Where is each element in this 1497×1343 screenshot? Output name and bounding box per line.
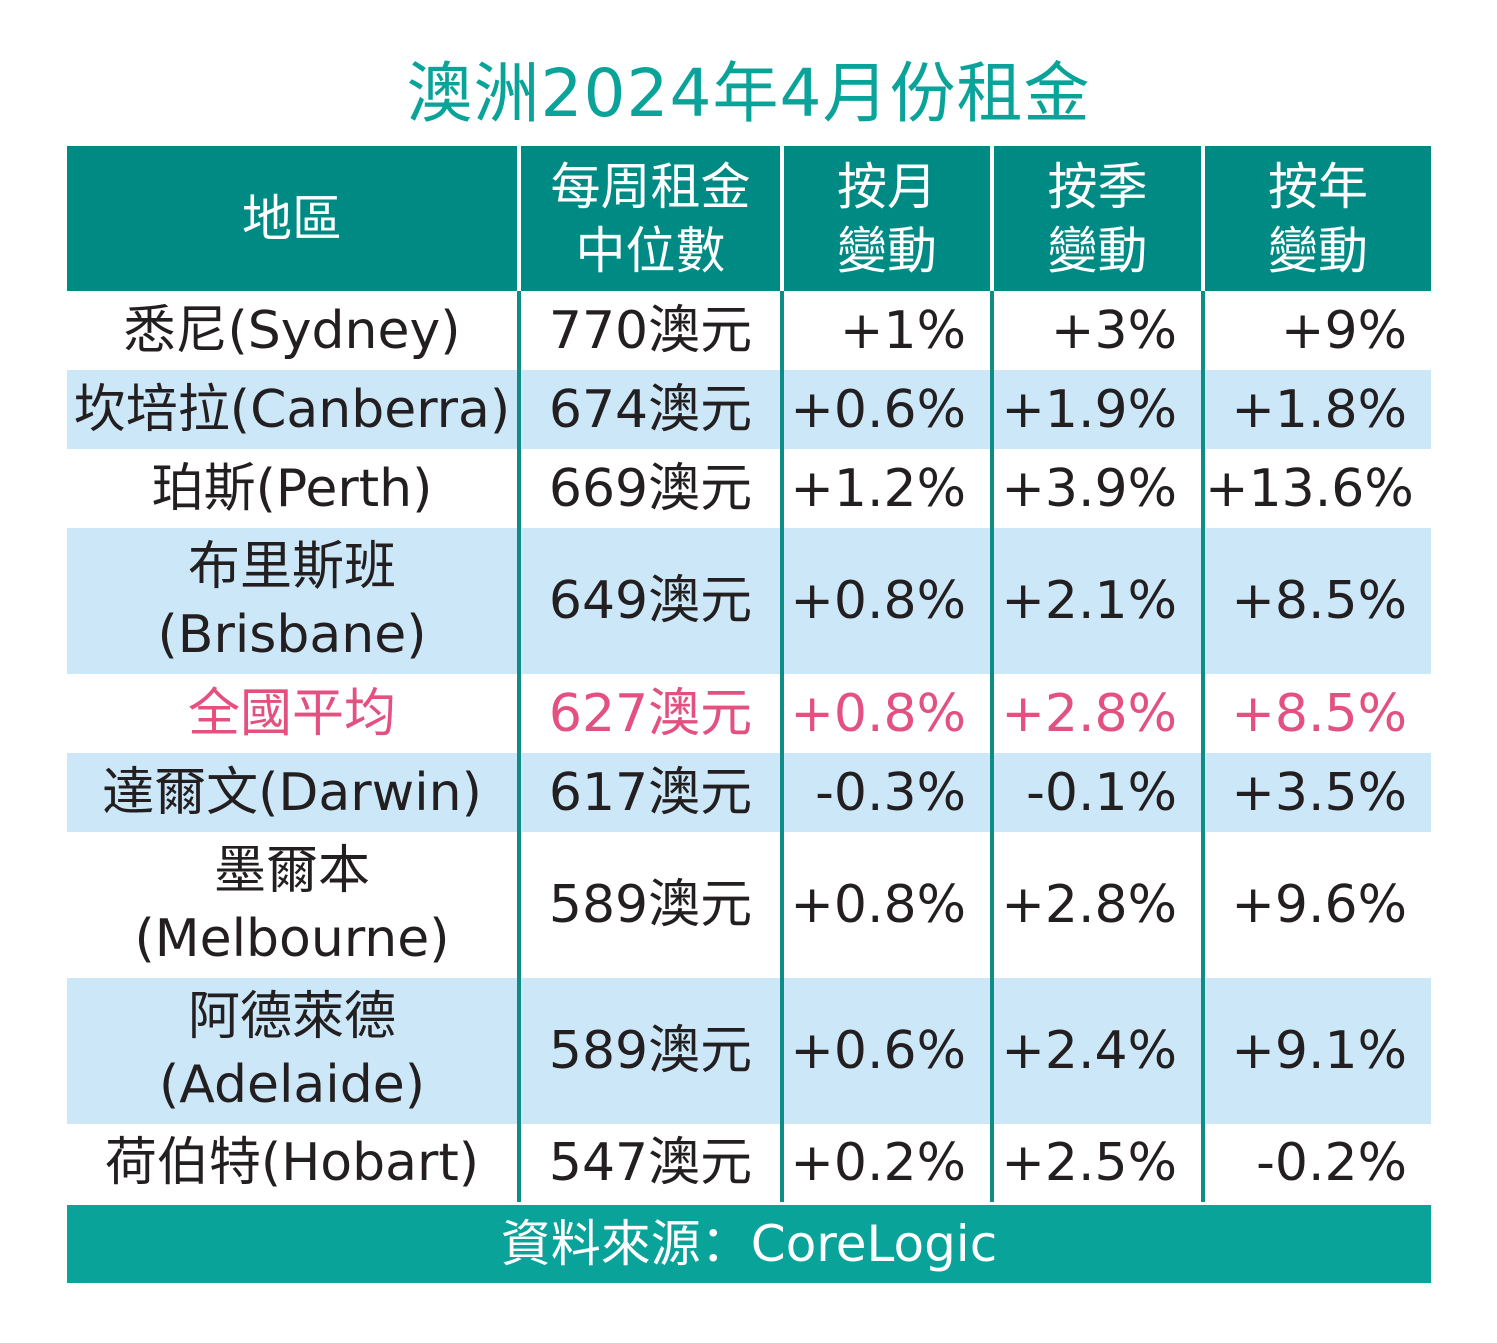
monthly-change-cell: +1.2% bbox=[780, 449, 992, 528]
quarterly-change-cell: -0.1% bbox=[990, 753, 1203, 832]
header-monthly-change: 按月 變動 bbox=[780, 146, 992, 291]
annual-change-cell: +8.5% bbox=[1201, 674, 1431, 753]
rent-cell: 547澳元 bbox=[517, 1124, 782, 1202]
header-annual-change: 按年 變動 bbox=[1201, 146, 1431, 291]
table-row: 荷伯特(Hobart) 547澳元 +0.2% +2.5% -0.2% bbox=[67, 1124, 1431, 1202]
monthly-change-cell: +0.8% bbox=[780, 528, 992, 674]
annual-change-cell: +3.5% bbox=[1201, 753, 1431, 832]
table-row: 悉尼(Sydney) 770澳元 +1% +3% +9% bbox=[67, 291, 1431, 370]
monthly-change-cell: +0.8% bbox=[780, 674, 992, 753]
region-cell: 阿德萊德 (Adelaide) bbox=[67, 978, 519, 1124]
region-cell: 布里斯班 (Brisbane) bbox=[67, 528, 519, 674]
quarterly-change-cell: +2.8% bbox=[990, 674, 1203, 753]
annual-change-cell: +9.1% bbox=[1201, 978, 1431, 1124]
rent-table: 地區 每周租金 中位數 按月 變動 按季 變動 按年 變動 悉尼(Sydney)… bbox=[67, 146, 1431, 1202]
table-row: 阿德萊德 (Adelaide) 589澳元 +0.6% +2.4% +9.1% bbox=[67, 978, 1431, 1124]
rent-cell: 649澳元 bbox=[517, 528, 782, 674]
monthly-change-cell: +0.8% bbox=[780, 832, 992, 978]
quarterly-change-cell: +3% bbox=[990, 291, 1203, 370]
annual-change-cell: -0.2% bbox=[1201, 1124, 1431, 1202]
header-region: 地區 bbox=[67, 146, 519, 291]
table-row: 達爾文(Darwin) 617澳元 -0.3% -0.1% +3.5% bbox=[67, 753, 1431, 832]
monthly-change-cell: +0.2% bbox=[780, 1124, 992, 1202]
region-cell: 全國平均 bbox=[187, 683, 396, 744]
quarterly-change-cell: +1.9% bbox=[990, 370, 1203, 449]
table-row-national-average: 全國平均 627澳元 +0.8% +2.8% +8.5% bbox=[67, 674, 1431, 753]
rent-cell: 674澳元 bbox=[517, 370, 782, 449]
table-row: 坎培拉(Canberra) 674澳元 +0.6% +1.9% +1.8% bbox=[67, 370, 1431, 449]
chart-title: 澳洲2024年4月份租金 bbox=[406, 55, 1091, 132]
header-quarterly-change: 按季 變動 bbox=[990, 146, 1203, 291]
source-footer: 資料來源：CoreLogic bbox=[67, 1205, 1431, 1283]
annual-change-cell: +1.8% bbox=[1201, 370, 1431, 449]
table-row: 珀斯(Perth) 669澳元 +1.2% +3.9% +13.6% bbox=[67, 449, 1431, 528]
region-cell: 達爾文(Darwin) bbox=[67, 753, 519, 832]
table-row: 布里斯班 (Brisbane) 649澳元 +0.8% +2.1% +8.5% bbox=[67, 528, 1431, 674]
rent-cell: 770澳元 bbox=[517, 291, 782, 370]
monthly-change-cell: +1% bbox=[780, 291, 992, 370]
header-rent: 每周租金 中位數 bbox=[517, 146, 782, 291]
quarterly-change-cell: +3.9% bbox=[990, 449, 1203, 528]
region-cell: 悉尼(Sydney) bbox=[123, 300, 461, 361]
annual-change-cell: +13.6% bbox=[1201, 449, 1431, 528]
quarterly-change-cell: +2.5% bbox=[990, 1124, 1203, 1202]
region-cell: 坎培拉(Canberra) bbox=[67, 370, 519, 449]
rent-cell: 617澳元 bbox=[517, 753, 782, 832]
annual-change-cell: +8.5% bbox=[1201, 528, 1431, 674]
region-cell: 荷伯特(Hobart) bbox=[104, 1133, 480, 1193]
quarterly-change-cell: +2.8% bbox=[990, 832, 1203, 978]
monthly-change-cell: -0.3% bbox=[780, 753, 992, 832]
rent-cell: 589澳元 bbox=[517, 978, 782, 1124]
table-header-row: 地區 每周租金 中位數 按月 變動 按季 變動 按年 變動 bbox=[67, 146, 1431, 291]
monthly-change-cell: +0.6% bbox=[780, 978, 992, 1124]
table-row: 墨爾本 (Melbourne) 589澳元 +0.8% +2.8% +9.6% bbox=[67, 832, 1431, 978]
rent-cell: 669澳元 bbox=[517, 449, 782, 528]
rent-cell: 589澳元 bbox=[517, 832, 782, 978]
region-cell: 墨爾本 (Melbourne) bbox=[134, 841, 450, 969]
quarterly-change-cell: +2.4% bbox=[990, 978, 1203, 1124]
annual-change-cell: +9% bbox=[1201, 291, 1431, 370]
quarterly-change-cell: +2.1% bbox=[990, 528, 1203, 674]
rent-cell: 627澳元 bbox=[517, 674, 782, 753]
region-cell: 珀斯(Perth) bbox=[151, 458, 433, 519]
annual-change-cell: +9.6% bbox=[1201, 832, 1431, 978]
monthly-change-cell: +0.6% bbox=[780, 370, 992, 449]
